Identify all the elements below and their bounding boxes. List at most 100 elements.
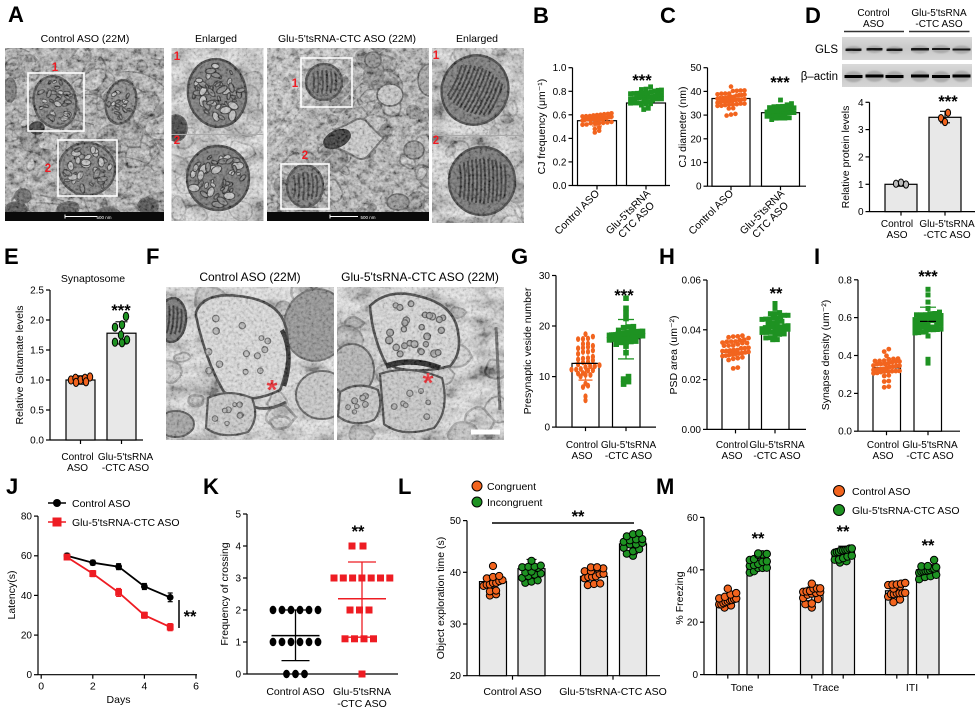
svg-text:Glu-5'tsRNA: Glu-5'tsRNA	[902, 440, 958, 451]
svg-text:***: ***	[938, 93, 958, 111]
svg-text:**: **	[752, 530, 765, 548]
svg-text:0: 0	[235, 670, 241, 681]
svg-text:40: 40	[690, 87, 702, 98]
svg-text:Control ASO: Control ASO	[266, 686, 324, 698]
svg-text:Glu-5'tsRNA: Glu-5'tsRNA	[98, 452, 154, 463]
svg-text:Synaptosome: Synaptosome	[61, 273, 125, 285]
svg-text:Control ASO (22M): Control ASO (22M)	[199, 270, 300, 284]
svg-text:-CTC ASO: -CTC ASO	[915, 19, 962, 30]
svg-text:Control ASO: Control ASO	[72, 498, 130, 510]
svg-text:0.00: 0.00	[682, 425, 702, 436]
svg-text:0.5: 0.5	[30, 406, 44, 417]
svg-text:0.2: 0.2	[838, 389, 852, 400]
svg-text:***: ***	[770, 74, 790, 92]
svg-text:40: 40	[450, 568, 462, 579]
svg-text:Trace: Trace	[813, 682, 840, 694]
svg-text:0: 0	[696, 182, 702, 193]
svg-text:1: 1	[52, 62, 59, 74]
svg-text:3: 3	[858, 125, 864, 136]
svg-text:0: 0	[26, 670, 32, 681]
svg-text:1.0: 1.0	[30, 376, 44, 387]
svg-text:ASO: ASO	[67, 463, 88, 474]
svg-text:3: 3	[235, 574, 241, 585]
svg-text:PSD area (um⁻²): PSD area (um⁻²)	[668, 315, 680, 394]
svg-text:30: 30	[539, 271, 551, 282]
svg-text:**: **	[352, 523, 365, 541]
svg-text:C: C	[660, 3, 676, 28]
svg-text:F: F	[146, 244, 159, 269]
svg-text:ASO: ASO	[872, 451, 893, 462]
svg-text:5: 5	[235, 510, 241, 521]
svg-text:30: 30	[690, 111, 702, 122]
svg-text:Glu-5'tsRNA: Glu-5'tsRNA	[919, 219, 975, 230]
svg-text:30: 30	[450, 620, 462, 631]
svg-text:**: **	[572, 508, 585, 526]
svg-text:2: 2	[174, 135, 180, 147]
svg-text:**: **	[922, 537, 935, 555]
svg-text:B: B	[533, 3, 549, 28]
svg-text:**: **	[770, 285, 783, 303]
svg-text:2: 2	[858, 152, 864, 163]
svg-text:Tone: Tone	[731, 682, 754, 694]
svg-text:ITI: ITI	[906, 682, 918, 694]
svg-text:% Freezing: % Freezing	[674, 571, 686, 624]
svg-text:Glu-5'tsRNA: Glu-5'tsRNA	[911, 8, 967, 19]
svg-text:Latency(s): Latency(s)	[6, 570, 18, 619]
svg-text:0.8: 0.8	[838, 275, 852, 286]
svg-text:G: G	[511, 244, 528, 269]
svg-text:ASO: ASO	[721, 451, 742, 462]
svg-text:J: J	[6, 474, 18, 499]
svg-text:0.4: 0.4	[838, 351, 852, 362]
svg-text:20: 20	[539, 322, 551, 333]
svg-text:Glu-5'tsRNA-CTC ASO: Glu-5'tsRNA-CTC ASO	[72, 517, 180, 529]
svg-text:ASO: ASO	[886, 230, 907, 241]
svg-text:Control: Control	[857, 8, 889, 19]
svg-text:D: D	[805, 3, 821, 28]
svg-text:20: 20	[21, 631, 33, 642]
svg-text:Glu-5'tsRNA: Glu-5'tsRNA	[749, 440, 805, 451]
svg-text:Control: Control	[881, 219, 913, 230]
svg-text:500 nm: 500 nm	[360, 215, 375, 220]
svg-text:Incongruent: Incongruent	[487, 497, 543, 509]
svg-text:60: 60	[21, 551, 33, 562]
svg-text:Synapse density (um⁻²): Synapse density (um⁻²)	[820, 300, 832, 411]
svg-text:4: 4	[141, 681, 147, 693]
svg-text:0.06: 0.06	[682, 276, 702, 287]
svg-text:Glu-5'tsRNA: Glu-5'tsRNA	[333, 686, 391, 698]
svg-text:ASO: ASO	[571, 451, 592, 462]
svg-text:L: L	[398, 474, 411, 499]
svg-text:-CTC ASO: -CTC ASO	[753, 451, 800, 462]
svg-text:-CTC ASO: -CTC ASO	[906, 451, 953, 462]
svg-text:2: 2	[433, 135, 439, 147]
svg-text:Glu-5'tsRNA-CTC ASO: Glu-5'tsRNA-CTC ASO	[852, 505, 960, 517]
svg-text:Relative protein levels: Relative protein levels	[840, 106, 852, 209]
svg-text:60: 60	[687, 513, 699, 524]
svg-text:Glu-5'tsRNA: Glu-5'tsRNA	[601, 440, 657, 451]
svg-text:Glu-5'tsRNA-CTC ASO (22M): Glu-5'tsRNA-CTC ASO (22M)	[341, 270, 499, 284]
svg-text:Control: Control	[867, 440, 899, 451]
svg-text:CJ diameter (nm): CJ diameter (nm)	[677, 86, 689, 167]
svg-text:**: **	[837, 523, 850, 541]
svg-text:Control: Control	[566, 440, 598, 451]
svg-text:***: ***	[918, 268, 938, 286]
svg-text:2.5: 2.5	[30, 286, 44, 297]
svg-text:Relative Glutamate levels: Relative Glutamate levels	[14, 305, 26, 424]
svg-text:***: ***	[111, 302, 131, 320]
svg-text:50: 50	[690, 63, 702, 74]
svg-text:Frequency of crossing: Frequency of crossing	[219, 542, 231, 645]
svg-text:0: 0	[858, 207, 864, 218]
svg-text:0.4: 0.4	[553, 134, 567, 145]
svg-text:4: 4	[858, 98, 864, 109]
svg-text:2: 2	[302, 150, 308, 162]
svg-text:0: 0	[38, 681, 44, 693]
svg-text:K: K	[203, 474, 219, 499]
svg-text:**: **	[184, 608, 197, 626]
svg-text:Glu-5'tsRNA-CTC ASO (22M): Glu-5'tsRNA-CTC ASO (22M)	[278, 33, 416, 45]
svg-text:0: 0	[544, 423, 550, 434]
svg-text:***: ***	[632, 72, 652, 90]
svg-text:1: 1	[858, 180, 864, 191]
svg-text:2: 2	[90, 681, 96, 693]
svg-text:0.0: 0.0	[30, 436, 44, 447]
svg-text:6: 6	[193, 681, 199, 693]
svg-text:Enlarged: Enlarged	[195, 33, 237, 45]
